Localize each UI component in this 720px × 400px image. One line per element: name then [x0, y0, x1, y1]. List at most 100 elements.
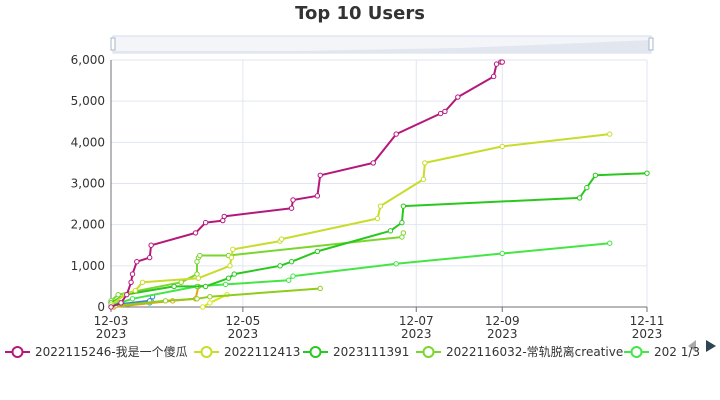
data-point[interactable]: [201, 305, 205, 309]
x-tick-year-label: 2023: [228, 327, 259, 341]
data-point[interactable]: [163, 299, 167, 303]
data-point[interactable]: [222, 214, 226, 218]
data-point[interactable]: [289, 260, 293, 264]
data-point[interactable]: [231, 247, 235, 251]
data-point[interactable]: [198, 253, 202, 257]
data-point[interactable]: [279, 237, 283, 241]
legend-label: 2023111391: [333, 345, 409, 359]
data-point[interactable]: [196, 276, 200, 280]
data-point[interactable]: [229, 255, 233, 259]
data-point[interactable]: [401, 204, 405, 208]
data-point[interactable]: [287, 278, 291, 282]
legend-items: 2022115246-我是一个傻瓜 2022112413 2023111391 202…: [5, 344, 685, 359]
data-zoom-left-handle[interactable]: [111, 38, 115, 50]
data-point[interactable]: [133, 288, 137, 292]
data-point[interactable]: [400, 220, 404, 224]
series-line-group: [109, 241, 612, 307]
data-point[interactable]: [179, 280, 183, 284]
x-tick-year-label: 2023: [401, 327, 432, 341]
data-point[interactable]: [195, 297, 199, 301]
data-point[interactable]: [315, 249, 319, 253]
data-point[interactable]: [491, 74, 495, 78]
chart-title: Top 10 Users: [295, 3, 425, 24]
y-tick-label: 0: [97, 300, 105, 314]
data-point[interactable]: [203, 284, 207, 288]
series-line-group: [109, 60, 505, 309]
data-point[interactable]: [147, 255, 151, 259]
data-point[interactable]: [291, 198, 295, 202]
data-point[interactable]: [109, 305, 113, 309]
data-point[interactable]: [172, 284, 176, 288]
data-point[interactable]: [500, 144, 504, 148]
data-point[interactable]: [291, 274, 295, 278]
legend-item[interactable]: 2022116032-常轨脱离creative: [416, 344, 623, 359]
data-point[interactable]: [421, 177, 425, 181]
data-point[interactable]: [289, 206, 293, 210]
legend-marker-icon: [632, 347, 642, 357]
data-point[interactable]: [130, 297, 134, 301]
data-point[interactable]: [394, 132, 398, 136]
y-tick-label: 2,000: [71, 218, 105, 232]
data-point[interactable]: [228, 264, 232, 268]
data-point[interactable]: [318, 286, 322, 290]
data-zoom-slider[interactable]: [111, 36, 653, 53]
data-point[interactable]: [500, 60, 504, 64]
y-tick-label: 1,000: [71, 259, 105, 273]
data-point[interactable]: [608, 241, 612, 245]
data-point[interactable]: [116, 292, 120, 296]
data-point[interactable]: [401, 231, 405, 235]
x-tick-year-label: 2023: [487, 327, 518, 341]
data-point[interactable]: [378, 204, 382, 208]
data-point[interactable]: [394, 262, 398, 266]
data-point[interactable]: [140, 280, 144, 284]
data-point[interactable]: [500, 251, 504, 255]
data-point[interactable]: [119, 301, 123, 305]
data-point[interactable]: [278, 264, 282, 268]
data-point[interactable]: [223, 282, 227, 286]
data-point[interactable]: [193, 231, 197, 235]
data-point[interactable]: [494, 62, 498, 66]
data-point[interactable]: [226, 276, 230, 280]
legend-next-page-icon[interactable]: [706, 340, 716, 352]
legend-item[interactable]: 2022112413: [194, 345, 300, 359]
data-point[interactable]: [593, 173, 597, 177]
legend-page-indicator: 1/3: [681, 345, 700, 359]
data-zoom-right-handle[interactable]: [649, 38, 653, 50]
data-point[interactable]: [130, 272, 134, 276]
data-point[interactable]: [645, 171, 649, 175]
data-point[interactable]: [315, 194, 319, 198]
data-point[interactable]: [375, 216, 379, 220]
legend-item[interactable]: 2022115246-我是一个傻瓜: [5, 345, 188, 359]
legend-pager: 1/3: [681, 340, 716, 359]
legend-item[interactable]: 2023111391: [303, 345, 409, 359]
legend-marker-icon: [202, 347, 212, 357]
data-point[interactable]: [388, 229, 392, 233]
series-line: [111, 134, 610, 305]
data-point[interactable]: [443, 109, 447, 113]
data-point[interactable]: [577, 196, 581, 200]
data-point[interactable]: [371, 161, 375, 165]
series-lines: [109, 60, 649, 309]
axes: 01,0002,0003,0004,0005,0006,00012-032023…: [71, 53, 665, 341]
legend-item[interactable]: 2023: [624, 345, 685, 359]
data-point[interactable]: [232, 272, 236, 276]
legend-label: 2022116032-常轨脱离creative: [446, 344, 623, 359]
data-point[interactable]: [318, 173, 322, 177]
data-point[interactable]: [438, 111, 442, 115]
data-point[interactable]: [129, 280, 133, 284]
data-point[interactable]: [203, 220, 207, 224]
data-point[interactable]: [456, 95, 460, 99]
data-point[interactable]: [135, 260, 139, 264]
legend-marker-icon: [13, 347, 23, 357]
legend-label: 2022115246-我是一个傻瓜: [35, 345, 188, 359]
data-point[interactable]: [125, 292, 129, 296]
data-point[interactable]: [608, 132, 612, 136]
y-tick-label: 6,000: [71, 53, 105, 67]
data-point[interactable]: [208, 301, 212, 305]
data-point[interactable]: [149, 243, 153, 247]
series-line-group: [109, 231, 406, 303]
data-point[interactable]: [423, 161, 427, 165]
data-point[interactable]: [208, 295, 212, 299]
data-point[interactable]: [585, 185, 589, 189]
